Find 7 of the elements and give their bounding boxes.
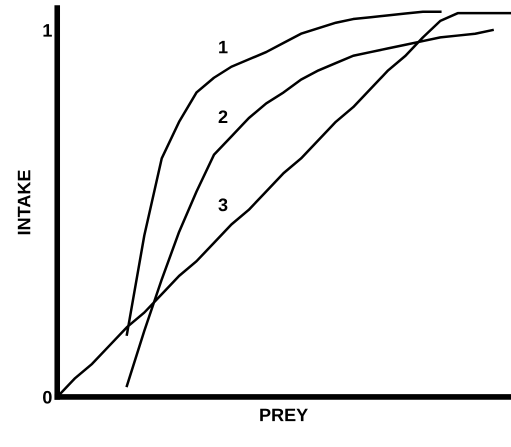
series-label: 2 xyxy=(218,110,228,123)
line-series xyxy=(126,28,494,388)
y-tick-label: 0 xyxy=(43,390,52,404)
y-axis-title: INTAKE xyxy=(18,170,30,234)
x-axis-title: PREY xyxy=(260,408,308,422)
series-label: 1 xyxy=(219,40,228,54)
series-label: 3 xyxy=(218,198,228,212)
